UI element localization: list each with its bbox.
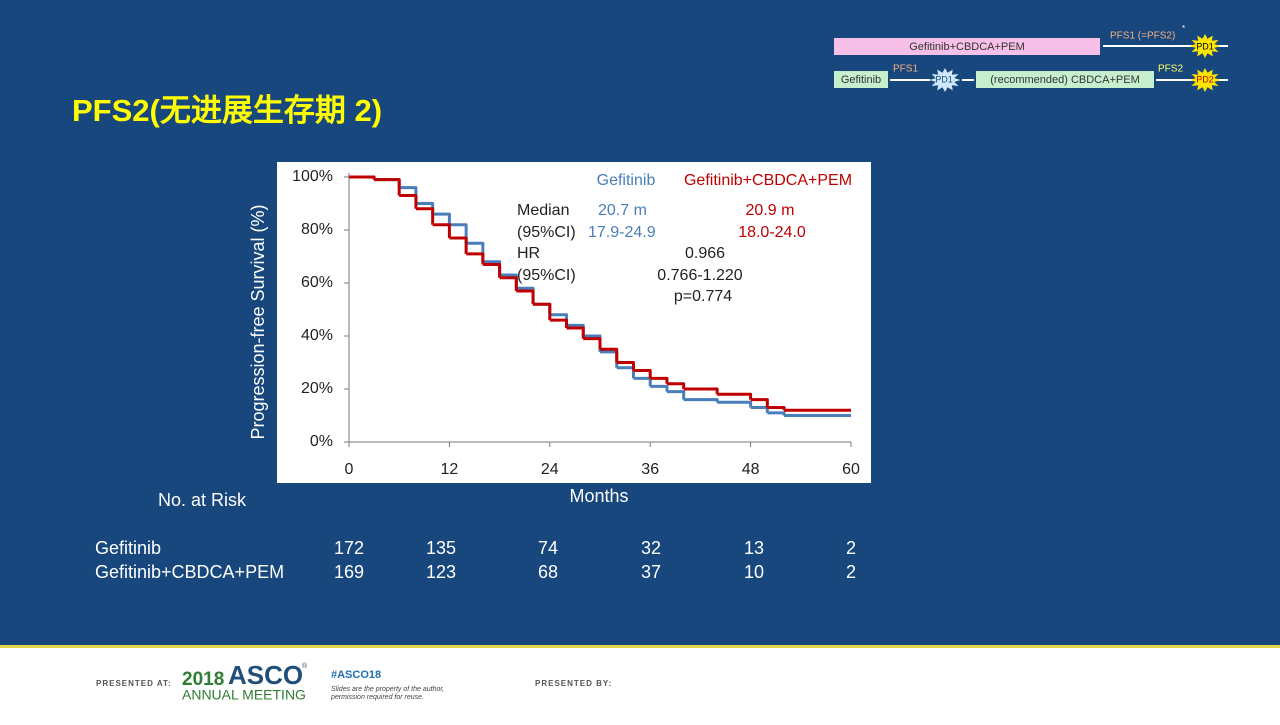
annotation: 0.766-1.220 <box>657 267 743 284</box>
survival-step <box>432 212 451 225</box>
footer-band <box>0 648 1280 720</box>
survival-step <box>750 398 769 408</box>
survival-step <box>683 398 719 403</box>
risk-count: 123 <box>426 562 456 582</box>
schema-star-text: PD2 <box>1196 74 1214 84</box>
schema-box <box>976 71 1154 88</box>
survival-step <box>374 178 401 196</box>
survival-step <box>600 347 619 363</box>
survival-step <box>566 326 585 339</box>
schema-star-text: PD1 <box>935 74 953 84</box>
schema-text: Gefitinib+CBDCA+PEM <box>909 41 1025 53</box>
annotation: 18.0-24.0 <box>738 224 806 241</box>
annotation: p=0.774 <box>674 288 732 305</box>
survival-step <box>415 207 435 225</box>
schema-star <box>1189 34 1221 58</box>
annotation: HR <box>517 245 540 262</box>
x-tick-label: 12 <box>441 461 459 478</box>
y-tick-label: 80% <box>301 221 333 238</box>
survival-step <box>482 262 502 278</box>
survival-step <box>650 384 669 392</box>
survival-step <box>499 276 518 291</box>
annotation: (95%CI) <box>517 267 576 284</box>
risk-count: 32 <box>641 538 661 558</box>
schema-label: PFS1 <box>893 64 918 75</box>
footer-note: Slides are the property of the author, <box>331 686 444 693</box>
schema-label: PFS1 (=PFS2) <box>1110 31 1175 42</box>
survival-step <box>399 194 418 209</box>
survival-step <box>516 289 535 305</box>
x-tick-label: 36 <box>641 461 659 478</box>
risk-count: 10 <box>744 562 764 582</box>
footer-asco: ASCO <box>228 660 303 690</box>
schema-label: PFS2 <box>1158 64 1183 75</box>
footer-year: 2018 <box>182 669 224 690</box>
x-axis-label: Months <box>569 486 628 506</box>
survival-step <box>650 376 669 384</box>
footer-hashtag: #ASCO18 <box>331 669 381 681</box>
y-axis-label: Progression-free Survival (%) <box>248 204 268 439</box>
schema-star <box>929 68 961 92</box>
annotation: 17.9-24.9 <box>588 224 656 241</box>
y-tick-label: 20% <box>301 380 333 397</box>
legend-entry: Gefitinib <box>597 172 656 189</box>
footer-text: PRESENTED AT: <box>96 679 172 688</box>
risk-label: Gefitinib <box>95 538 161 558</box>
y-tick-label: 100% <box>292 168 333 185</box>
y-tick-label: 0% <box>310 433 333 450</box>
y-tick-label: 40% <box>301 327 333 344</box>
survival-step <box>717 400 753 408</box>
risk-count: 2 <box>846 538 856 558</box>
footer-note: permission required for reuse. <box>330 694 424 701</box>
footer-text: PRESENTED BY: <box>535 679 612 688</box>
survival-step <box>666 382 686 389</box>
risk-count: 68 <box>538 562 558 582</box>
schema-box <box>834 71 888 88</box>
x-tick-label: 48 <box>742 461 760 478</box>
annotation: Median <box>517 202 569 219</box>
annotation: (95%CI) <box>517 224 576 241</box>
survival-step <box>633 368 652 379</box>
risk-count: 135 <box>426 538 456 558</box>
survival-step <box>717 392 753 400</box>
survival-step <box>683 387 719 395</box>
risk-label: Gefitinib+CBDCA+PEM <box>95 562 284 582</box>
schema-star-text: PD1 <box>1196 41 1214 51</box>
x-tick-label: 0 <box>345 461 354 478</box>
y-tick-label: 60% <box>301 274 333 291</box>
risk-count: 37 <box>641 562 661 582</box>
annotation: 0.966 <box>685 245 725 262</box>
footer-rule <box>0 645 1280 648</box>
survival-step <box>549 318 569 329</box>
survival-step <box>583 337 602 350</box>
risk-count: 74 <box>538 538 558 558</box>
survival-step <box>449 236 468 254</box>
annotation: 20.7 m <box>598 202 647 219</box>
footer-mark: ® <box>302 662 308 670</box>
risk-count: 172 <box>334 538 364 558</box>
schema-text: Gefitinib <box>841 74 881 86</box>
schema-label: * <box>1182 24 1185 33</box>
annotation: 20.9 m <box>746 202 795 219</box>
x-tick-label: 60 <box>842 461 860 478</box>
schema-box <box>834 38 1100 55</box>
survival-step <box>666 390 686 400</box>
risk-count: 13 <box>744 538 764 558</box>
survival-step <box>432 223 451 238</box>
x-tick-label: 24 <box>541 461 559 478</box>
schema-star <box>1189 68 1221 92</box>
survival-step <box>616 361 635 371</box>
survival-step <box>533 302 552 321</box>
risk-count: 2 <box>846 562 856 582</box>
risk-count: 169 <box>334 562 364 582</box>
slide-title: PFS2(无进展生存期 2) <box>72 93 382 128</box>
footer-meeting: ANNUAL MEETING <box>182 687 306 703</box>
risk-title: No. at Risk <box>158 490 247 510</box>
legend-entry: Gefitinib+CBDCA+PEM <box>684 172 852 189</box>
survival-step <box>466 252 485 265</box>
schema-text: (recommended) CBDCA+PEM <box>990 74 1139 86</box>
chart-panel <box>277 162 871 483</box>
